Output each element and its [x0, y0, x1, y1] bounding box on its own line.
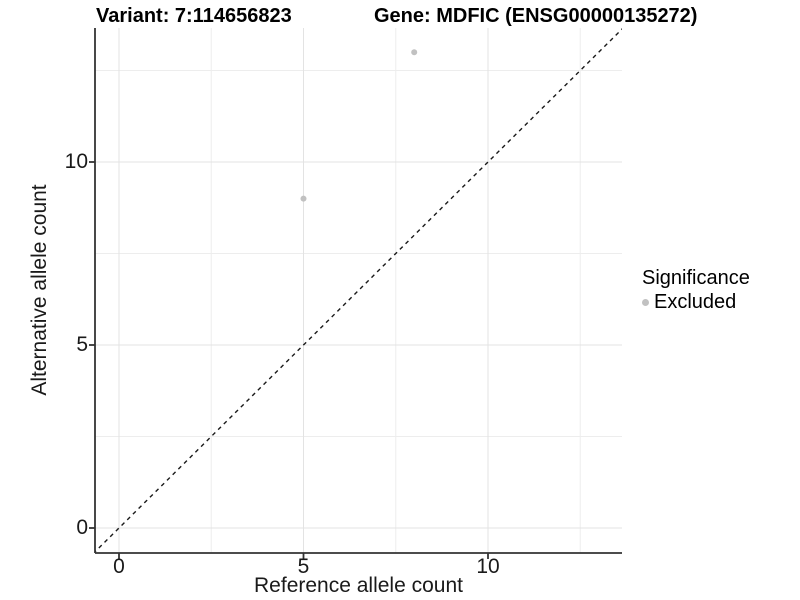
gene-title: Gene: MDFIC (ENSG00000135272) — [374, 5, 698, 27]
y-axis-tick-label: 0 — [76, 516, 88, 539]
y-axis-tick-label: 10 — [64, 150, 88, 173]
x-axis-tick-label: 10 — [476, 555, 500, 578]
legend-item-label: Excluded — [654, 291, 737, 313]
y-axis-tick-label: 5 — [76, 333, 88, 356]
legend: Significance Excluded — [642, 266, 750, 313]
data-point — [411, 49, 418, 56]
variant-title: Variant: 7:114656823 — [96, 5, 292, 27]
legend-title: Significance — [642, 267, 750, 289]
excluded-point-icon — [642, 298, 649, 306]
x-axis-title: Reference allele count — [254, 574, 463, 597]
identity-dashed-line — [95, 28, 622, 553]
x-axis-tick-label: 0 — [113, 555, 125, 578]
x-axis-tick-label: 5 — [297, 555, 310, 578]
legend-item-excluded: Excluded — [642, 291, 750, 313]
data-point — [300, 195, 307, 202]
y-axis-title: Alternative allele count — [28, 184, 51, 396]
